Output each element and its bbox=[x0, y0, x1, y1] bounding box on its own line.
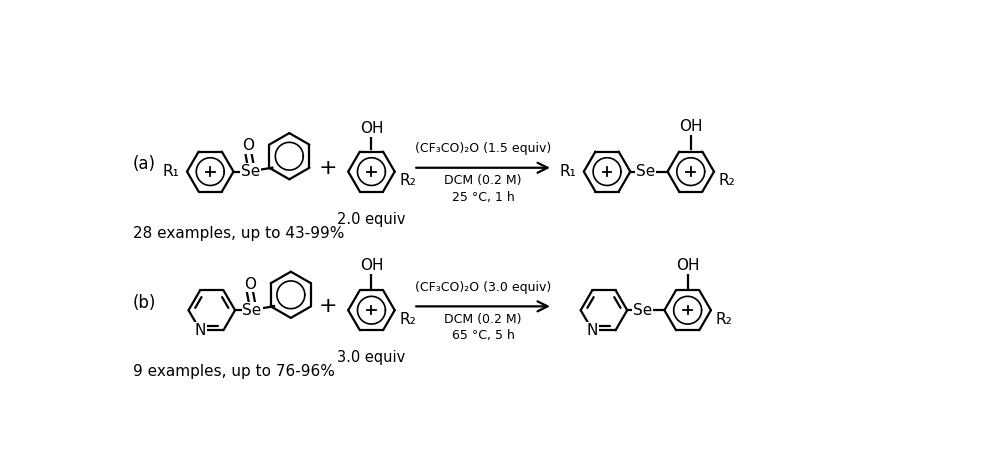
Text: Se: Se bbox=[633, 303, 652, 318]
Text: R₂: R₂ bbox=[719, 173, 735, 188]
Text: +: + bbox=[319, 296, 337, 316]
Text: (CF₃CO)₂O (3.0 equiv): (CF₃CO)₂O (3.0 equiv) bbox=[415, 281, 551, 294]
Text: (b): (b) bbox=[133, 293, 156, 311]
Text: DCM (0.2 M): DCM (0.2 M) bbox=[444, 312, 522, 326]
Text: OH: OH bbox=[360, 121, 383, 136]
Text: R₁: R₁ bbox=[162, 164, 179, 179]
Text: R₁: R₁ bbox=[559, 164, 576, 179]
Text: DCM (0.2 M): DCM (0.2 M) bbox=[444, 174, 522, 187]
Text: OH: OH bbox=[360, 258, 383, 273]
Text: R₂: R₂ bbox=[399, 173, 416, 188]
Text: (a): (a) bbox=[133, 155, 156, 173]
Text: 3.0 equiv: 3.0 equiv bbox=[337, 350, 406, 365]
Text: 65 °C, 5 h: 65 °C, 5 h bbox=[452, 329, 514, 342]
Text: (CF₃CO)₂O (1.5 equiv): (CF₃CO)₂O (1.5 equiv) bbox=[415, 143, 551, 155]
Text: +: + bbox=[319, 158, 337, 178]
Text: N: N bbox=[587, 323, 598, 337]
Text: N: N bbox=[194, 323, 206, 337]
Text: Se: Se bbox=[241, 164, 260, 179]
Text: 28 examples, up to 43-99%: 28 examples, up to 43-99% bbox=[133, 226, 344, 241]
Text: R₂: R₂ bbox=[716, 312, 732, 327]
Text: R₂: R₂ bbox=[399, 312, 416, 327]
Text: 9 examples, up to 76-96%: 9 examples, up to 76-96% bbox=[133, 365, 335, 379]
Text: 2.0 equiv: 2.0 equiv bbox=[337, 212, 406, 227]
Text: O: O bbox=[244, 276, 256, 292]
Text: OH: OH bbox=[679, 119, 702, 135]
Text: Se: Se bbox=[636, 164, 655, 179]
Text: OH: OH bbox=[676, 258, 699, 273]
Text: O: O bbox=[242, 138, 254, 153]
Text: Se: Se bbox=[242, 303, 262, 318]
Text: 25 °C, 1 h: 25 °C, 1 h bbox=[452, 191, 514, 204]
